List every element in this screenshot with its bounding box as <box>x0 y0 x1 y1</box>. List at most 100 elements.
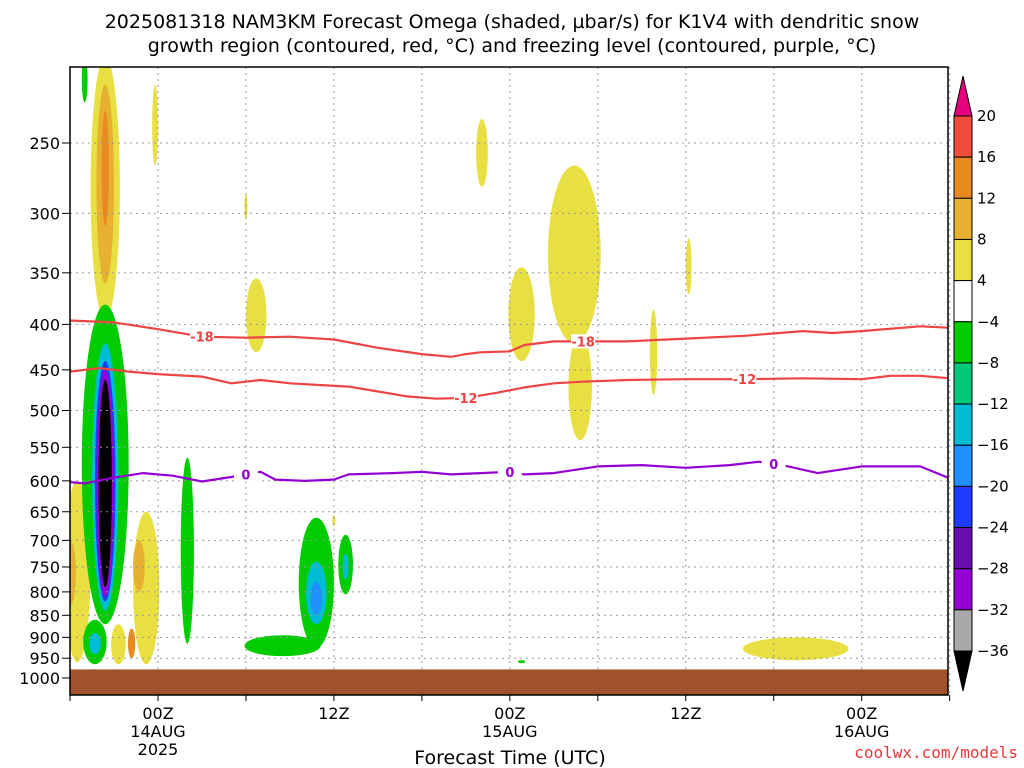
colorbar-label-3: 8 <box>977 230 987 248</box>
colorbar: 20 16 12 8 4 −4 −8 −12 −16 −20 −24 −28 −32 −36 <box>953 75 1009 692</box>
x-tick-label-1: 12Z <box>318 704 349 723</box>
y-tick-label-900: 900 <box>29 628 60 647</box>
y-tick-label-950: 950 <box>29 649 60 668</box>
colorbar-band-8 <box>953 444 973 487</box>
omega-region-low-teal-1 <box>89 633 101 655</box>
omega-region-core-black <box>98 379 112 588</box>
colorbar-label-2: 12 <box>977 189 996 207</box>
x-tick-date-4: 16AUG <box>834 722 889 741</box>
colorbar-label-8: −16 <box>977 436 1009 454</box>
omega-region-yellow-16aug-low <box>742 637 849 661</box>
omega-region-low-red-right <box>127 628 136 659</box>
colorbar-band-2 <box>953 197 973 240</box>
omega-region-top-yellow-2 <box>152 84 158 166</box>
contour-label-bg <box>571 334 596 349</box>
y-tick-label-250: 250 <box>29 134 60 153</box>
omega-shading <box>70 67 849 665</box>
source-credit: coolwx.com/models <box>854 743 1018 762</box>
colorbar-label-1: 16 <box>977 148 996 166</box>
contour-label: -12 <box>454 392 478 407</box>
y-tick-label-500: 500 <box>29 402 60 421</box>
colorbar-label-13: −36 <box>977 642 1009 660</box>
omega-region-yellow-34h <box>649 309 658 395</box>
y-tick-label-550: 550 <box>29 438 60 457</box>
colorbar-band-12 <box>953 609 973 652</box>
grid-lines <box>69 67 951 695</box>
omega-region-green-15aug-dot <box>517 660 526 664</box>
omega-region-yellow-15aug-right <box>547 165 601 344</box>
colorbar-band-7 <box>953 403 973 446</box>
omega-region-col-a-red <box>101 110 109 227</box>
omega-region-teal-col-d <box>342 553 349 580</box>
omega-region-green-low-bar <box>244 635 321 657</box>
omega-region-low-yellow-mid <box>111 624 126 665</box>
y-tick-label-700: 700 <box>29 531 60 550</box>
contour-label-bg <box>732 372 757 387</box>
colorbar-label-10: −24 <box>977 519 1009 537</box>
colorbar-band-0 <box>953 115 973 158</box>
contour-line-2 <box>70 460 948 485</box>
x-tick-label-4: 00Z <box>846 704 877 723</box>
colorbar-bottom-arrow <box>953 650 973 692</box>
x-tick-date-0: 14AUG <box>130 722 185 741</box>
ground-surface <box>70 669 948 695</box>
y-tick-label-300: 300 <box>29 204 60 223</box>
x-tick-year-0: 2025 <box>138 740 179 759</box>
temperature-contours: -18 -18-12-12-120 00 <box>70 319 948 485</box>
colorbar-band-4 <box>953 280 973 323</box>
colorbar-band-10 <box>953 527 973 570</box>
omega-region-top-green <box>81 67 88 103</box>
y-axis: 250 300 350 400 450 500 550 600 650 700 750 800 850 9… <box>19 134 70 688</box>
colorbar-label-7: −12 <box>977 395 1009 413</box>
contour-label-bg <box>233 467 258 482</box>
y-tick-label-450: 450 <box>29 361 60 380</box>
omega-region-yellow-7h <box>245 278 267 353</box>
contour-label-bg <box>761 457 786 472</box>
y-tick-label-650: 650 <box>29 503 60 522</box>
contour-label: -18 <box>190 331 214 346</box>
colorbar-label-12: −32 <box>977 601 1009 619</box>
y-tick-label-850: 850 <box>29 606 60 625</box>
colorbar-top-arrow <box>953 75 973 117</box>
omega-region-yellow-15aug-left <box>508 267 535 362</box>
x-tick-label-0: 00Z <box>142 704 173 723</box>
colorbar-band-3 <box>953 238 973 282</box>
contour-label: 0 <box>769 458 778 473</box>
omega-region-low-orange-right <box>133 540 145 592</box>
contour-label: 0 <box>505 466 514 481</box>
colorbar-band-9 <box>953 485 973 529</box>
contour-label: -18 <box>571 335 595 350</box>
omega-region-blue-col-c <box>310 582 323 616</box>
colorbar-label-11: −28 <box>977 560 1009 578</box>
title-line-1: 2025081318 NAM3KM Forecast Omega (shaded… <box>105 11 920 33</box>
contour-label-bg <box>189 329 214 344</box>
colorbar-label-0: 20 <box>977 107 996 125</box>
contour-label-bg <box>453 390 478 405</box>
colorbar-band-11 <box>953 568 973 611</box>
y-tick-label-800: 800 <box>29 583 60 602</box>
title-line-2: growth region (contoured, red, °C) and f… <box>148 35 877 57</box>
y-tick-label-1000: 1000 <box>19 669 60 688</box>
colorbar-band-6 <box>953 362 973 405</box>
colorbar-label-5: −4 <box>977 313 999 331</box>
omega-region-yellow-12z-small <box>332 514 336 527</box>
omega-region-yellow-15aug-tail <box>568 333 592 441</box>
contour-label-bg <box>497 464 522 479</box>
x-tick-label-3: 12Z <box>670 704 701 723</box>
omega-region-low-orange-left <box>70 540 76 607</box>
plot-background <box>70 67 948 695</box>
contour-label: -12 <box>733 373 757 388</box>
colorbar-band-1 <box>953 156 973 199</box>
omega-region-yellow-37h <box>685 238 692 295</box>
omega-region-green-col-b <box>180 457 194 644</box>
x-tick-label-2: 00Z <box>494 704 525 723</box>
y-tick-label-350: 350 <box>29 264 60 283</box>
y-tick-label-400: 400 <box>29 315 60 334</box>
title: 2025081318 NAM3KM Forecast Omega (shaded… <box>105 11 920 57</box>
contour-label: 0 <box>241 468 250 483</box>
plot-border <box>69 66 949 696</box>
x-axis-title: Forecast Time (UTC) <box>414 747 605 768</box>
y-tick-label-750: 750 <box>29 558 60 577</box>
